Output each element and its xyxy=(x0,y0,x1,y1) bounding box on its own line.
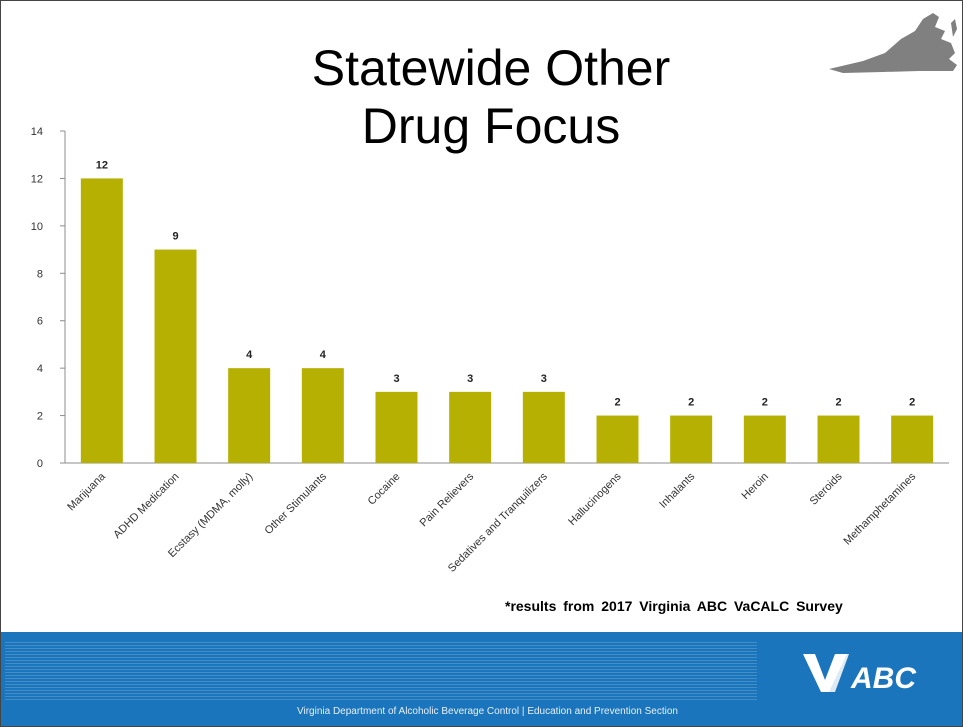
data-label: 2 xyxy=(762,397,768,409)
bar xyxy=(301,368,344,463)
x-tick-label: Steroids xyxy=(808,470,845,507)
bar xyxy=(891,415,934,463)
data-label: 9 xyxy=(172,231,178,243)
y-tick-label: 4 xyxy=(37,363,43,375)
x-tick-label: Marijuana xyxy=(65,470,108,513)
data-label: 12 xyxy=(96,159,108,171)
x-tick-label: Methamphetamines xyxy=(841,470,918,547)
y-tick-label: 12 xyxy=(31,173,43,185)
data-label: 2 xyxy=(614,397,620,409)
bars xyxy=(80,178,934,463)
data-label: 4 xyxy=(320,349,327,361)
x-tick-label: Inhalants xyxy=(657,470,697,510)
data-label: 2 xyxy=(909,397,915,409)
y-tick-label: 2 xyxy=(37,411,43,423)
footer-pattern xyxy=(5,642,757,700)
y-tick-label: 8 xyxy=(37,268,43,280)
y-tick-label: 6 xyxy=(37,316,43,328)
y-axis: 0 2 4 6 8 10 12 14 xyxy=(31,126,949,470)
x-tick-label: Heroin xyxy=(740,471,771,502)
x-tick-label: Ecstasy (MDMA, molly) xyxy=(166,471,255,560)
logo-text: ABC xyxy=(850,662,917,695)
bar xyxy=(522,391,565,463)
bar xyxy=(743,415,786,463)
x-tick-label: Hallucinogens xyxy=(566,470,624,528)
bar xyxy=(228,368,271,463)
data-label: 2 xyxy=(835,397,841,409)
title-line-1: Statewide Other xyxy=(311,40,671,96)
bar xyxy=(817,415,860,463)
bar xyxy=(449,391,492,463)
bar xyxy=(154,249,197,463)
data-label: 3 xyxy=(541,373,547,385)
data-label: 2 xyxy=(688,397,694,409)
data-label: 4 xyxy=(246,349,253,361)
virginia-map-icon xyxy=(829,13,957,73)
footer-banner: ABC Virginia Department of Alcoholic Bev… xyxy=(1,632,962,726)
data-label: 3 xyxy=(393,373,399,385)
data-label: 3 xyxy=(467,373,473,385)
y-tick-label: 0 xyxy=(37,458,43,470)
x-tick-label: Other Stimulants xyxy=(263,470,330,537)
bar-chart: 0 2 4 6 8 10 12 14 12 9 4 4 3 3 3 2 2 2 2 2 Marijuana ADHD … xyxy=(31,126,949,575)
bar xyxy=(80,178,123,463)
bar xyxy=(670,415,713,463)
va-abc-logo: ABC xyxy=(803,654,917,695)
footer-text: Virginia Department of Alcoholic Beverag… xyxy=(297,706,678,717)
x-tick-label: Cocaine xyxy=(366,471,403,508)
y-tick-label: 10 xyxy=(31,221,43,233)
slide-title: Statewide Other Drug Focus xyxy=(161,39,821,155)
source-note: *results from 2017 Virginia ABC VaCALC S… xyxy=(505,598,843,614)
x-tick-label: Pain Relievers xyxy=(418,470,477,529)
data-labels: 12 9 4 4 3 3 3 2 2 2 2 2 xyxy=(96,159,916,408)
y-tick-label: 14 xyxy=(31,126,43,138)
x-tick-label: ADHD Medication xyxy=(111,471,181,541)
bar xyxy=(596,415,639,463)
title-line-2: Drug Focus xyxy=(361,98,621,154)
bar xyxy=(375,391,418,463)
